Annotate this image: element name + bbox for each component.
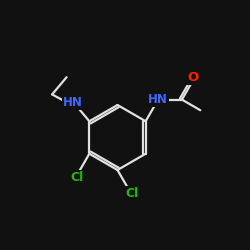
Text: Cl: Cl <box>71 171 84 184</box>
Text: O: O <box>187 70 198 84</box>
Text: HN: HN <box>63 96 83 108</box>
Text: Cl: Cl <box>125 188 138 200</box>
Text: HN: HN <box>148 93 168 106</box>
